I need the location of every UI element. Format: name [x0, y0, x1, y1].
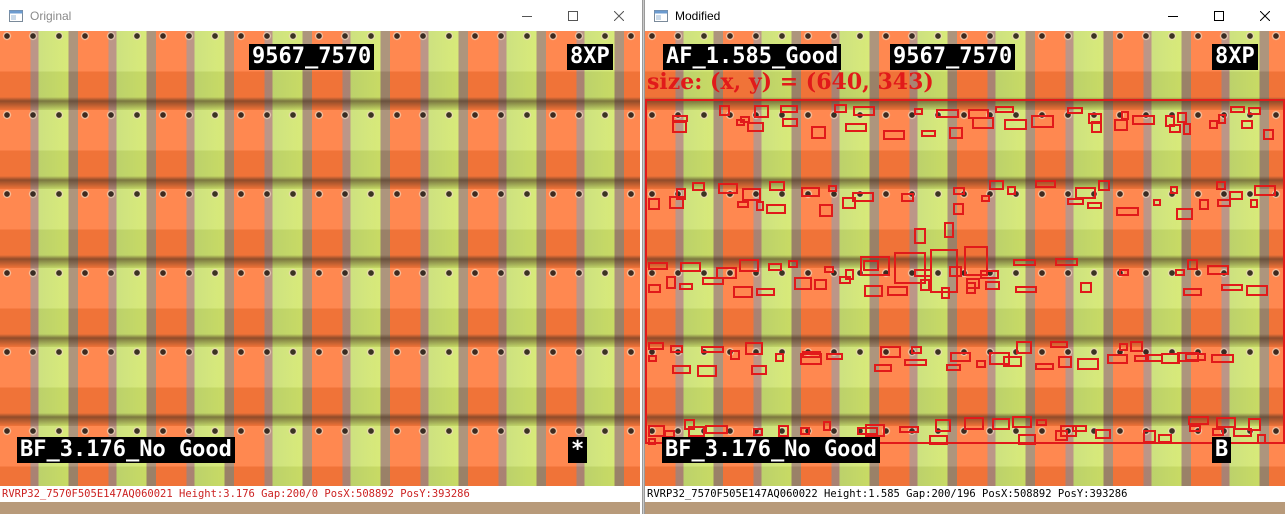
window-title: Original	[30, 8, 72, 23]
image-bottom-strip	[0, 502, 640, 514]
status-bar: RVRP32_7570F505E147AQ060022 Height:1.585…	[645, 486, 1285, 502]
minimize-button[interactable]	[504, 0, 550, 31]
close-button[interactable]	[1242, 0, 1288, 31]
app-window-icon	[653, 8, 669, 24]
app-window-icon	[8, 8, 24, 24]
maximize-button[interactable]	[1196, 0, 1242, 31]
close-button[interactable]	[596, 0, 642, 31]
overlay-code-label: 8XP	[567, 44, 613, 70]
overlay-code-label: 8XP	[1212, 44, 1258, 70]
image-bottom-strip	[645, 502, 1285, 514]
original-image-view[interactable]: 9567_7570 8XP BF_3.176_No Good *	[0, 31, 640, 486]
overlay-af-result-label: AF_1.585_Good	[663, 44, 842, 70]
minimize-icon	[1168, 15, 1178, 17]
overlay-id-label: 9567_7570	[890, 44, 1016, 70]
panel-dots	[645, 31, 1285, 486]
modified-image-view[interactable]: AF_1.585_Good 9567_7570 8XP size: (x, y)…	[645, 31, 1285, 486]
maximize-icon	[1214, 10, 1224, 21]
original-titlebar[interactable]: Original	[0, 0, 642, 31]
original-window: Original 9567_7570 8XP BF_3.176_No Good …	[0, 0, 643, 514]
status-bar: RVRP32_7570F505E147AQ060021 Height:3.176…	[0, 486, 640, 502]
overlay-result-label: BF_3.176_No Good	[662, 437, 880, 463]
overlay-id-label: 9567_7570	[249, 44, 375, 70]
maximize-icon	[568, 10, 578, 21]
overlay-flag-label: *	[568, 437, 588, 463]
size-label: size: (x, y) = (640, 343)	[647, 69, 934, 95]
maximize-button[interactable]	[550, 0, 596, 31]
window-title: Modified	[675, 8, 721, 23]
minimize-button[interactable]	[1150, 0, 1196, 31]
panel-dots	[0, 31, 640, 486]
overlay-result-label: BF_3.176_No Good	[17, 437, 235, 463]
close-icon	[614, 10, 624, 21]
modified-titlebar[interactable]: Modified	[645, 0, 1288, 31]
close-icon	[1260, 10, 1270, 21]
modified-window: Modified AF_1.585_Good 9567_7570 8XP siz…	[644, 0, 1288, 514]
minimize-icon	[522, 15, 532, 17]
overlay-flag-label: B	[1212, 437, 1232, 463]
